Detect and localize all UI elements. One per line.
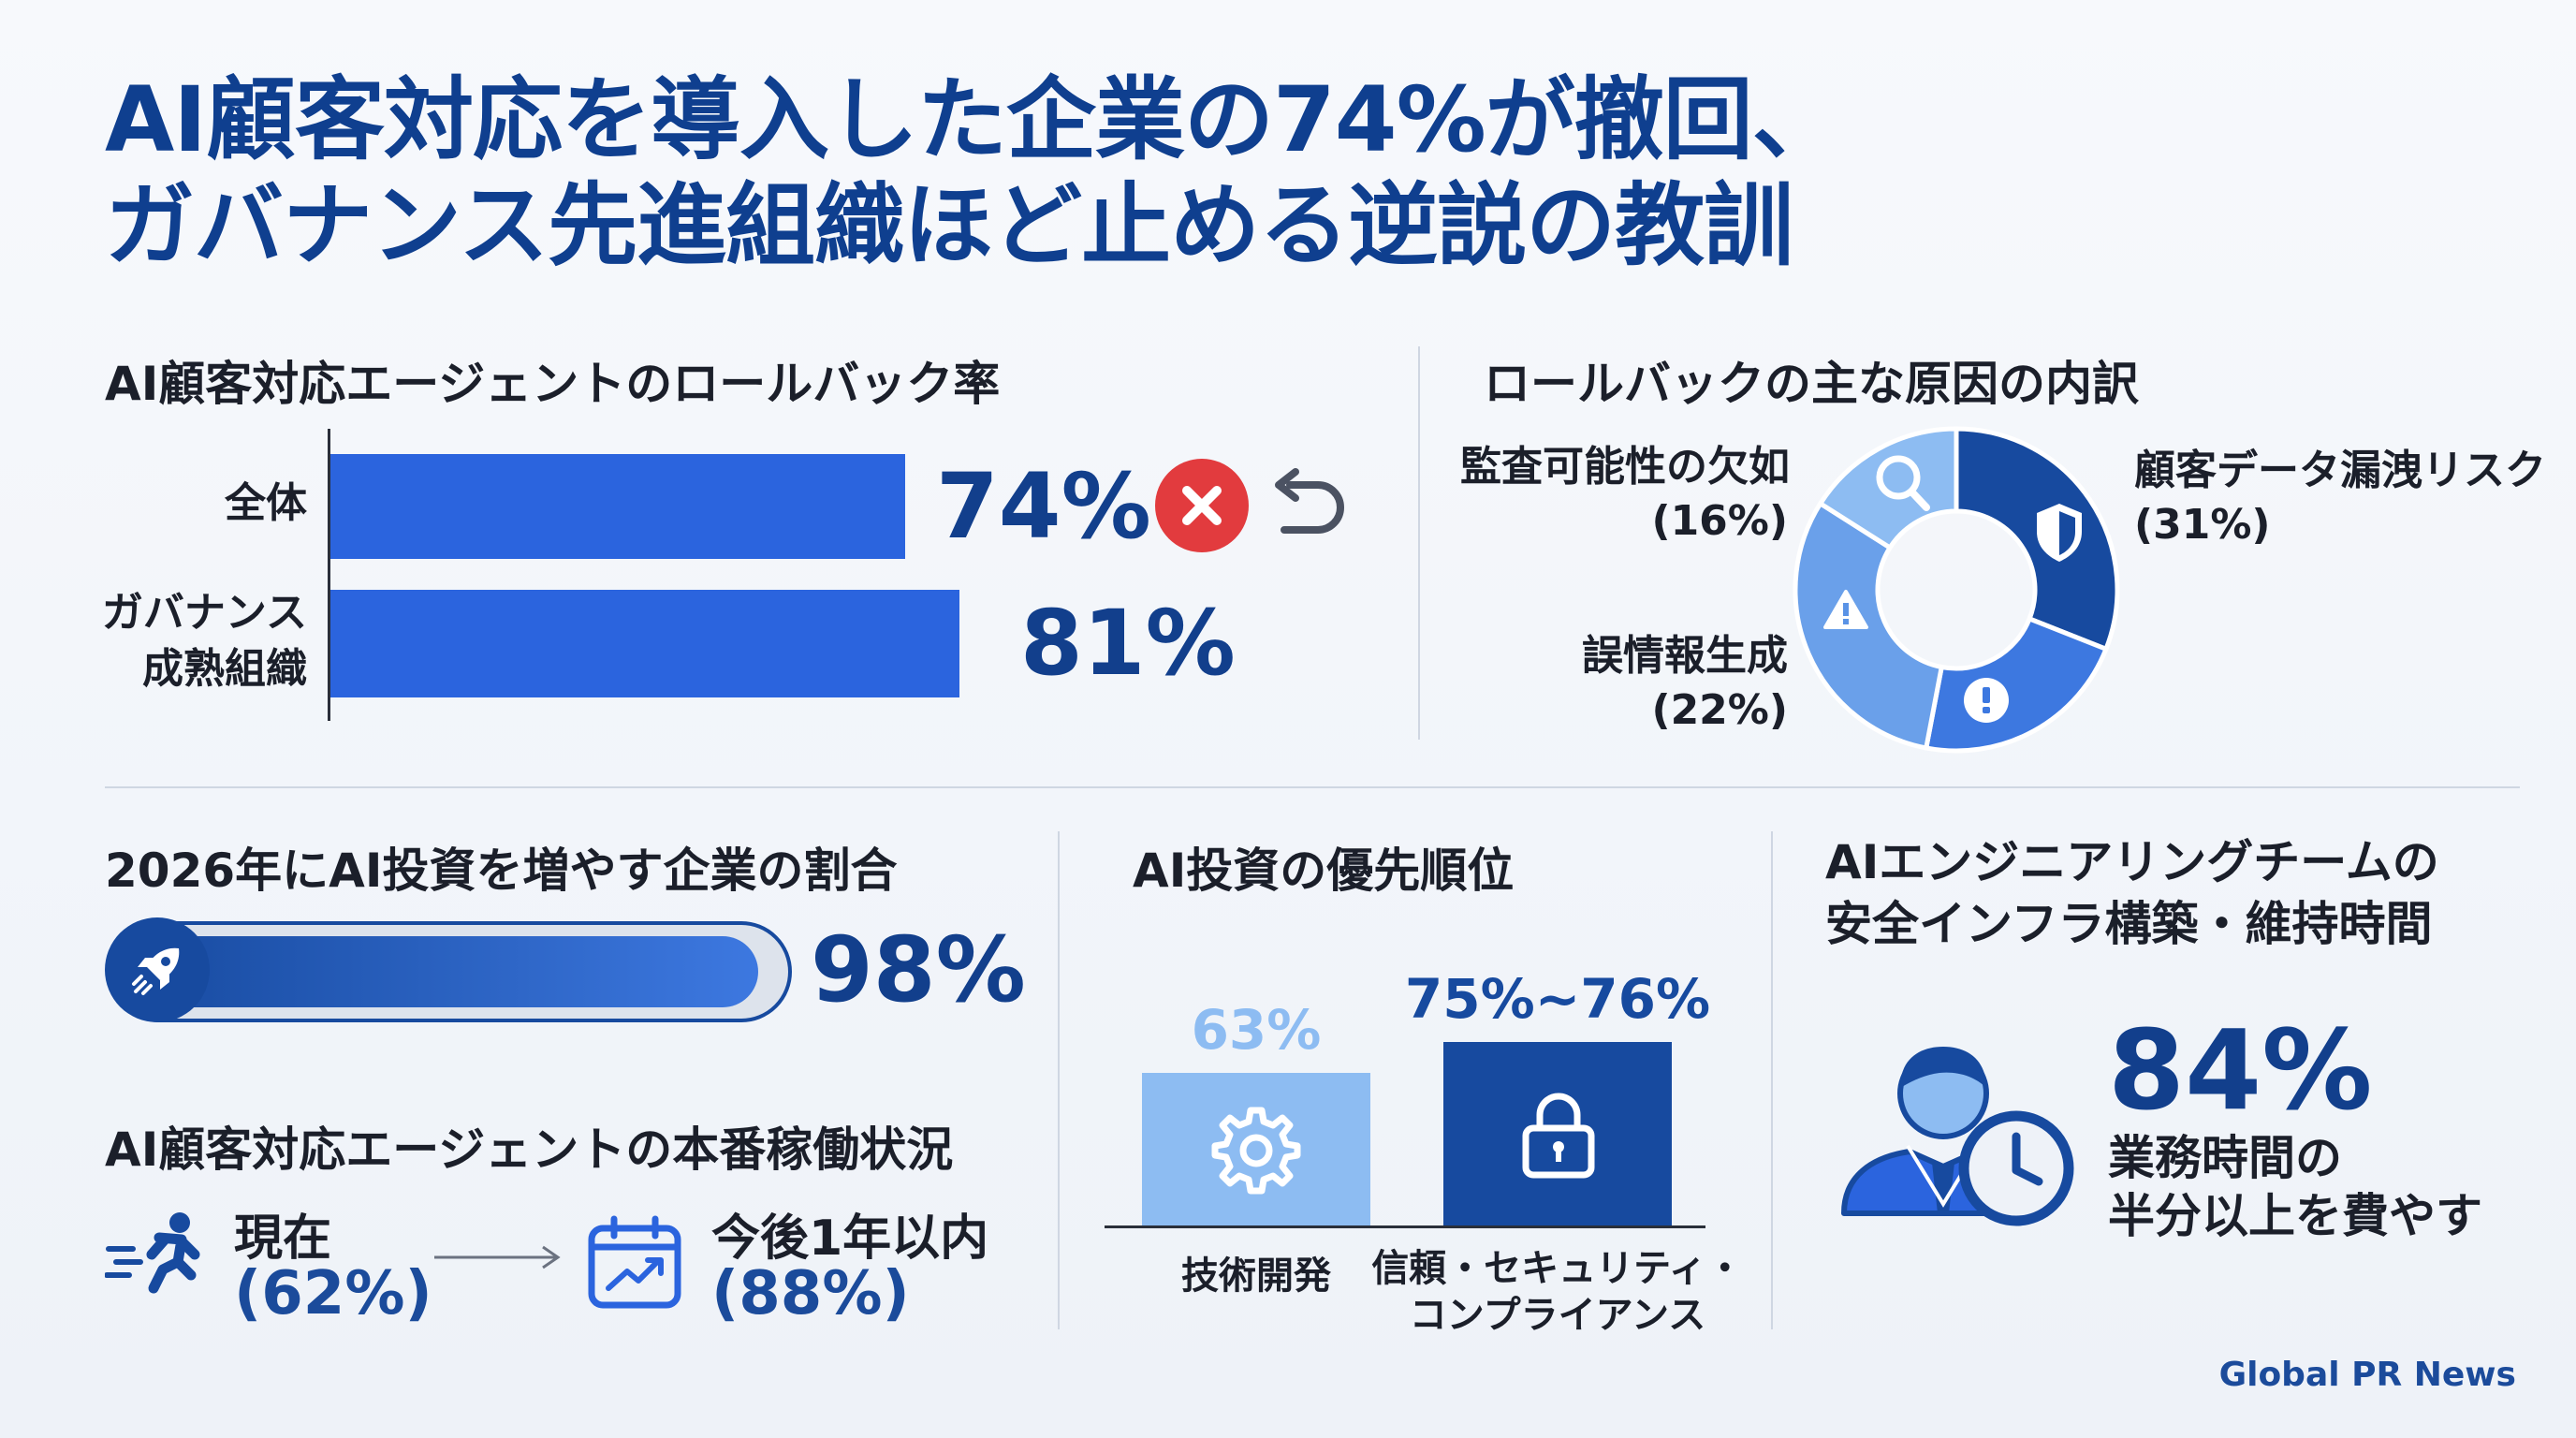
donut-slice-other bbox=[1793, 500, 1945, 751]
priority-axis bbox=[1105, 1225, 1705, 1228]
priority-value-tech: 63% bbox=[1191, 998, 1322, 1063]
shield-icon bbox=[2037, 504, 2082, 562]
undo-icon bbox=[1264, 468, 1348, 547]
lock-icon bbox=[1516, 1087, 1601, 1184]
invest-progress-track bbox=[109, 921, 792, 1022]
running-person-icon bbox=[104, 1208, 208, 1305]
rollback-value-overall: 74% bbox=[936, 454, 1151, 559]
priority-cat-trust: 信頼・セキュリティ・ コンプライアンス bbox=[1371, 1247, 1744, 1337]
gear-icon bbox=[1209, 1103, 1303, 1200]
x-icon bbox=[1155, 459, 1249, 552]
cause-label-misinfo: 誤情報生成 (22%) bbox=[1460, 629, 1788, 738]
priority-section-title: AI投資の優先順位 bbox=[1133, 844, 1515, 898]
engineering-section-title: AIエンジニアリングチームの 安全インフラ構築・維持時間 bbox=[1825, 835, 2439, 951]
priority-bar-tech bbox=[1142, 1073, 1370, 1225]
calendar-growth-icon bbox=[586, 1213, 683, 1314]
prod-future-label: 今後1年以内 bbox=[711, 1211, 989, 1267]
rollback-section-title: AI顧客対応エージェントのロールバック率 bbox=[105, 357, 1001, 411]
rollback-bar-mature bbox=[330, 590, 960, 697]
prod-now-pct: (62%) bbox=[234, 1259, 432, 1328]
invest-section-title: 2026年にAI投資を増やす企業の割合 bbox=[105, 844, 898, 898]
arrow-right-icon bbox=[432, 1243, 564, 1275]
footer-brand: Global PR News bbox=[2218, 1356, 2516, 1394]
warning-icon bbox=[1823, 590, 1868, 629]
cause-audit-pct: (16%) bbox=[1651, 497, 1788, 545]
rollback-label-overall: 全体 bbox=[94, 476, 307, 532]
causes-donut-chart bbox=[1793, 426, 2120, 754]
priority-cat-tech: 技術開発 bbox=[1181, 1255, 1331, 1298]
cause-label-leak: 顧客データ漏洩リスク (31%) bbox=[2134, 444, 2546, 552]
causes-section-title: ロールバックの主な原因の内訳 bbox=[1484, 357, 2139, 411]
rollback-value-mature: 81% bbox=[1020, 591, 1236, 696]
prod-section-title: AI顧客対応エージェントの本番稼働状況 bbox=[105, 1123, 954, 1177]
donut-slice-audit bbox=[1817, 426, 1959, 551]
page-title-line-1: AI顧客対応を導入した企業の74%が撤回、 bbox=[105, 67, 1842, 172]
exclamation-icon bbox=[1964, 678, 2009, 723]
engineering-desc: 業務時間の 半分以上を費やす bbox=[2108, 1131, 2482, 1243]
rollback-bar-overall bbox=[330, 454, 906, 559]
page-title-line-2: ガバナンス先進組織ほど止める逆説の教訓 bbox=[105, 173, 1793, 278]
priority-value-trust: 75%~76% bbox=[1404, 966, 1711, 1031]
prod-now-label: 現在 bbox=[234, 1211, 332, 1267]
donut-slice-leak bbox=[1954, 426, 2120, 653]
magnifier-icon bbox=[1876, 455, 1930, 511]
divider-vertical-bottom-2 bbox=[1771, 831, 1773, 1329]
invest-value: 98% bbox=[811, 917, 1026, 1022]
cause-leak-name: 顧客データ漏洩リスク bbox=[2134, 447, 2546, 494]
divider-vertical-top bbox=[1418, 346, 1420, 740]
invest-progress-fill bbox=[122, 936, 758, 1007]
rollback-label-mature: ガバナンス 成熟組織 bbox=[101, 589, 307, 693]
cause-misinfo-name: 誤情報生成 bbox=[1582, 632, 1788, 680]
cause-label-audit: 監査可能性の欠如 (16%) bbox=[1460, 440, 1790, 549]
prod-future-pct: (88%) bbox=[711, 1259, 910, 1328]
engineering-value: 84% bbox=[2108, 1005, 2373, 1135]
donut-slice-misinfo bbox=[1923, 615, 2110, 754]
divider-vertical-bottom-1 bbox=[1058, 831, 1060, 1329]
cause-misinfo-pct: (22%) bbox=[1651, 686, 1788, 734]
rollback-label-text: 全体 bbox=[225, 479, 307, 527]
rollback-axis bbox=[328, 429, 330, 721]
rocket-icon bbox=[105, 917, 210, 1022]
cause-audit-name: 監査可能性の欠如 bbox=[1460, 443, 1790, 491]
priority-bar-trust bbox=[1443, 1041, 1672, 1225]
divider-horizontal bbox=[105, 786, 2520, 788]
person-clock-icon bbox=[1835, 1026, 2078, 1245]
cause-leak-pct: (31%) bbox=[2134, 501, 2271, 549]
